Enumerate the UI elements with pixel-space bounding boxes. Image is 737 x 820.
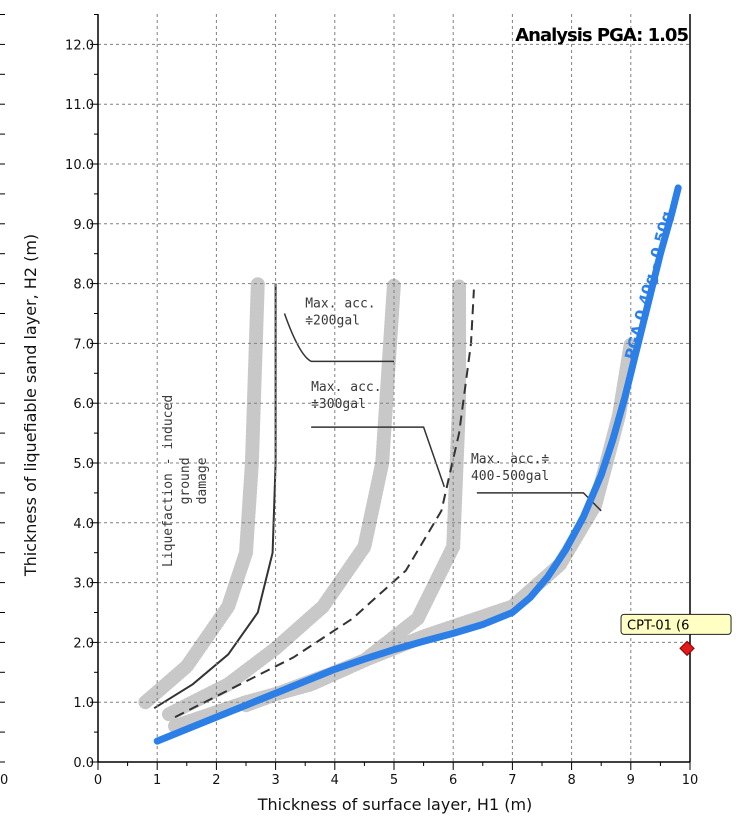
curve-200gal	[153, 283, 277, 710]
acc400-label: Max. acc.≑	[471, 452, 549, 467]
y-tick-label: 6.0	[73, 397, 94, 412]
x-axis-label: Thickness of surface layer, H1 (m)	[257, 795, 533, 814]
tick-labels: 0 1 2 3 4 5 6 7 8 9 1000.01.02.03.04.05.06.07.08.0…	[0, 38, 698, 788]
acc300-label: ≑300gal	[311, 397, 366, 412]
y-tick-label: 4.0	[73, 517, 94, 532]
series-line-0	[153, 184, 682, 745]
y-tick-label: 3.0	[73, 577, 94, 592]
curve-300gal	[174, 289, 475, 718]
damage-label-line: ground	[178, 457, 193, 504]
y-axis-label: Thickness of liquefiable sand layer, H2 …	[21, 234, 40, 577]
y-tick-label: 11.0	[65, 98, 94, 113]
background-figure	[138, 276, 638, 734]
background-labels: Liquefaction - induced ground damage Max. a…	[161, 297, 549, 568]
acc400-label: 400-500gal	[471, 469, 549, 484]
points-layer: CPT-01 (6	[620, 613, 732, 657]
y-tick-label: 5.0	[73, 457, 94, 472]
x-tick-label: 8	[567, 773, 575, 788]
damage-label-line: Liquefaction - induced	[161, 395, 176, 567]
x-tick-label: 10	[682, 773, 699, 788]
damage-label-line: damage	[195, 457, 210, 504]
point-callout-text-0: CPT-01 (6	[627, 618, 689, 633]
x-tick-label: 4	[331, 773, 339, 788]
x-tick-label: 3	[271, 773, 279, 788]
y-tick-label: 1.0	[73, 696, 94, 711]
leader-400gal	[476, 492, 602, 512]
point-marker-0	[679, 640, 695, 657]
leader-200gal	[283, 313, 394, 363]
y-tick-label: 7.0	[73, 337, 94, 352]
stipple-band	[168, 276, 467, 734]
leader-300gal	[311, 426, 446, 488]
x-tick-label: 7	[508, 773, 516, 788]
x-tick-label: 2	[212, 773, 220, 788]
point-callout-box-0	[620, 613, 732, 635]
x-tick-label: 0	[94, 773, 102, 788]
y-tick-label: 9.0	[73, 218, 94, 233]
pga-annotation: Analysis PGA: 1.05	[515, 25, 688, 46]
acc200-label: Max. acc.	[305, 297, 375, 312]
y-tick-label: 12.0	[65, 38, 94, 53]
x-tick-label: 9	[627, 773, 635, 788]
grid	[98, 14, 690, 762]
damage-label-group: Liquefaction - induced ground damage	[161, 395, 210, 567]
stipple-band	[138, 276, 265, 710]
x-tick-label: 5	[390, 773, 398, 788]
y-tick-label: 8.0	[73, 278, 94, 293]
acc300-label: Max. acc.	[311, 380, 381, 395]
axes	[0, 14, 691, 770]
acc200-label: ≑200gal	[305, 314, 360, 329]
series-label-0: PGA 0.40g - 0.50g	[621, 209, 676, 361]
y-tick-label: 2.0	[73, 636, 94, 651]
y-tick-label: 0.0	[73, 756, 94, 771]
x-tick-label: 6	[449, 773, 457, 788]
x-tick-label: 1	[153, 773, 161, 788]
x-tick-label-cropped: 0	[0, 773, 8, 788]
y-tick-label: 10.0	[65, 158, 94, 173]
